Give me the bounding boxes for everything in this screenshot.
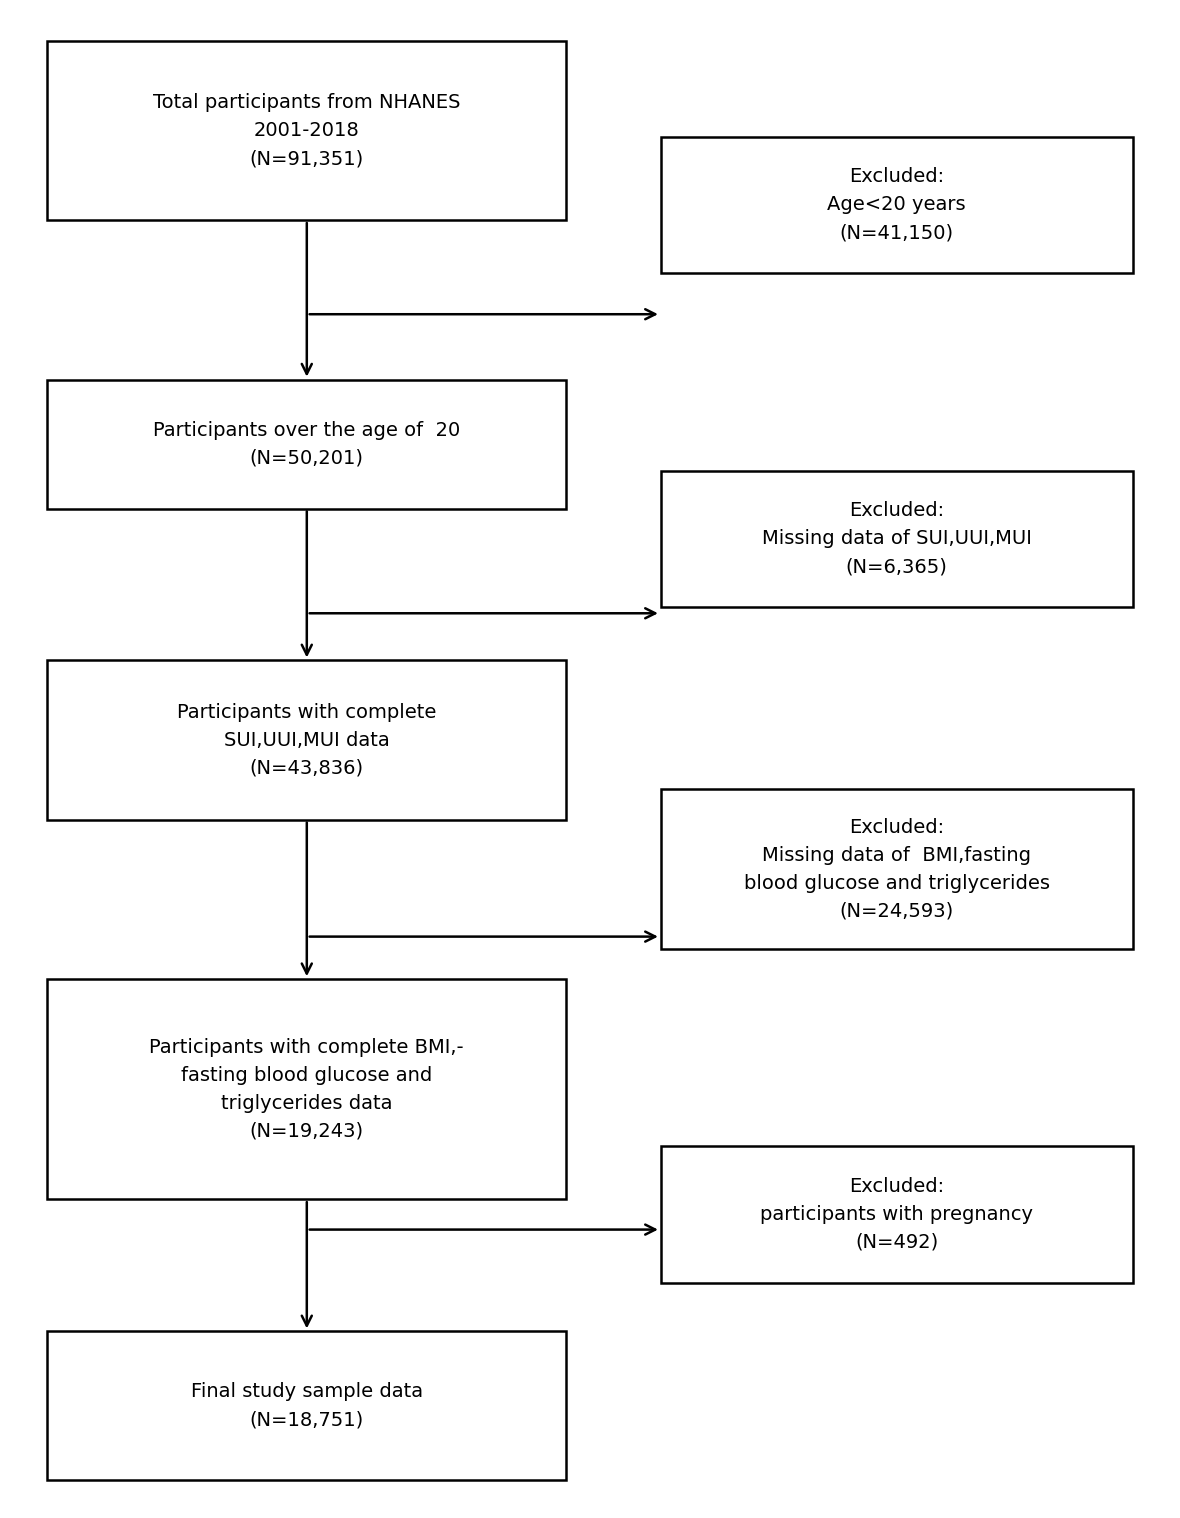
FancyBboxPatch shape: [47, 1331, 566, 1480]
Text: Excluded:
Missing data of  BMI,fasting
blood glucose and triglycerides
(N=24,593: Excluded: Missing data of BMI,fasting bl…: [743, 818, 1050, 920]
FancyBboxPatch shape: [661, 789, 1133, 949]
FancyBboxPatch shape: [47, 660, 566, 820]
Text: Total participants from NHANES
2001-2018
(N=91,351): Total participants from NHANES 2001-2018…: [153, 93, 460, 168]
Text: Excluded:
participants with pregnancy
(N=492): Excluded: participants with pregnancy (N…: [760, 1176, 1034, 1252]
Text: Participants over the age of  20
(N=50,201): Participants over the age of 20 (N=50,20…: [153, 420, 460, 468]
Text: Participants with complete
SUI,UUI,MUI data
(N=43,836): Participants with complete SUI,UUI,MUI d…: [177, 703, 437, 777]
FancyBboxPatch shape: [47, 979, 566, 1199]
FancyBboxPatch shape: [661, 471, 1133, 607]
Text: Excluded:
Age<20 years
(N=41,150): Excluded: Age<20 years (N=41,150): [827, 167, 966, 243]
FancyBboxPatch shape: [47, 41, 566, 220]
Text: Final study sample data
(N=18,751): Final study sample data (N=18,751): [191, 1383, 422, 1428]
FancyBboxPatch shape: [47, 380, 566, 509]
FancyBboxPatch shape: [661, 1146, 1133, 1283]
FancyBboxPatch shape: [661, 137, 1133, 273]
Text: Participants with complete BMI,-
fasting blood glucose and
triglycerides data
(N: Participants with complete BMI,- fasting…: [150, 1038, 464, 1140]
Text: Excluded:
Missing data of SUI,UUI,MUI
(N=6,365): Excluded: Missing data of SUI,UUI,MUI (N…: [762, 501, 1031, 577]
